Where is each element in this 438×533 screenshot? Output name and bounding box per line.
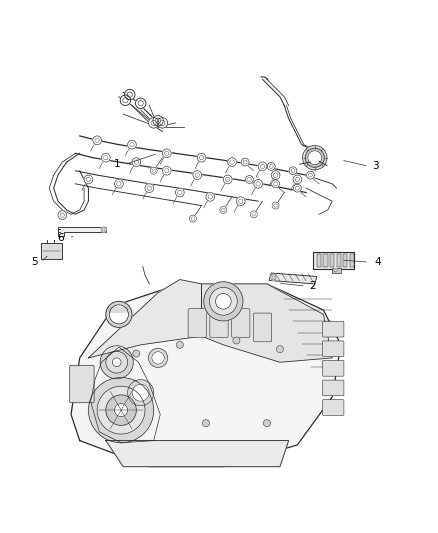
Circle shape: [228, 158, 237, 166]
Circle shape: [102, 154, 110, 162]
Circle shape: [206, 192, 215, 201]
FancyBboxPatch shape: [41, 244, 62, 259]
Polygon shape: [71, 284, 341, 467]
Circle shape: [193, 171, 201, 180]
Circle shape: [133, 350, 140, 357]
Circle shape: [307, 171, 314, 179]
Polygon shape: [58, 228, 106, 236]
Circle shape: [258, 162, 267, 171]
Circle shape: [127, 379, 154, 406]
Circle shape: [289, 167, 297, 175]
Circle shape: [293, 175, 302, 184]
Polygon shape: [201, 284, 332, 362]
Circle shape: [115, 403, 127, 417]
Circle shape: [153, 116, 163, 126]
Circle shape: [233, 337, 240, 344]
FancyBboxPatch shape: [322, 360, 344, 376]
Circle shape: [132, 384, 149, 401]
Circle shape: [271, 171, 280, 180]
Circle shape: [267, 163, 275, 171]
Circle shape: [157, 118, 168, 128]
Circle shape: [120, 95, 131, 106]
Circle shape: [215, 294, 231, 309]
Circle shape: [271, 275, 276, 280]
Circle shape: [148, 118, 159, 128]
Circle shape: [88, 377, 154, 443]
Circle shape: [162, 149, 171, 158]
Circle shape: [148, 349, 168, 367]
Circle shape: [106, 301, 132, 327]
Circle shape: [110, 305, 128, 324]
FancyBboxPatch shape: [322, 321, 344, 337]
Text: 4: 4: [374, 257, 381, 267]
FancyBboxPatch shape: [232, 309, 250, 337]
Circle shape: [162, 166, 171, 175]
FancyBboxPatch shape: [343, 254, 347, 267]
Circle shape: [303, 146, 327, 170]
Text: 2: 2: [309, 281, 316, 291]
Circle shape: [293, 184, 301, 192]
Circle shape: [113, 358, 121, 367]
Circle shape: [93, 136, 102, 144]
Circle shape: [176, 188, 184, 197]
Circle shape: [254, 180, 262, 188]
Circle shape: [152, 352, 164, 364]
Circle shape: [145, 184, 154, 192]
Circle shape: [209, 287, 237, 315]
Circle shape: [115, 180, 123, 188]
Circle shape: [204, 282, 243, 321]
Text: 1: 1: [113, 159, 120, 169]
Circle shape: [272, 180, 279, 188]
FancyBboxPatch shape: [322, 341, 344, 357]
FancyBboxPatch shape: [317, 254, 321, 267]
FancyBboxPatch shape: [188, 309, 206, 337]
Circle shape: [150, 167, 157, 174]
Circle shape: [100, 346, 133, 379]
Polygon shape: [88, 279, 201, 358]
Circle shape: [246, 175, 253, 183]
Circle shape: [202, 419, 209, 426]
FancyBboxPatch shape: [332, 268, 341, 273]
Circle shape: [263, 419, 270, 426]
Circle shape: [308, 151, 322, 165]
Circle shape: [220, 206, 227, 213]
Text: 5: 5: [31, 257, 37, 267]
Circle shape: [58, 211, 67, 220]
Circle shape: [127, 140, 136, 149]
Circle shape: [272, 202, 279, 209]
FancyBboxPatch shape: [323, 254, 328, 267]
Circle shape: [135, 98, 146, 109]
Circle shape: [124, 90, 135, 100]
Circle shape: [237, 197, 245, 206]
Polygon shape: [269, 273, 317, 284]
Text: 6: 6: [57, 233, 64, 243]
Circle shape: [197, 154, 206, 162]
Circle shape: [334, 269, 337, 272]
Circle shape: [305, 148, 324, 167]
Circle shape: [97, 386, 145, 434]
Circle shape: [241, 158, 249, 166]
FancyBboxPatch shape: [210, 309, 228, 337]
Circle shape: [251, 211, 257, 218]
FancyBboxPatch shape: [313, 252, 354, 269]
Circle shape: [132, 158, 141, 166]
Polygon shape: [106, 441, 289, 467]
FancyBboxPatch shape: [336, 254, 341, 267]
Circle shape: [84, 175, 93, 184]
FancyBboxPatch shape: [322, 400, 344, 415]
FancyBboxPatch shape: [350, 254, 354, 267]
FancyBboxPatch shape: [70, 365, 94, 403]
Circle shape: [177, 341, 184, 349]
Circle shape: [276, 346, 283, 353]
Circle shape: [101, 227, 106, 232]
Circle shape: [106, 395, 136, 425]
Circle shape: [223, 175, 232, 184]
Text: 3: 3: [372, 161, 379, 172]
Circle shape: [106, 351, 127, 373]
Circle shape: [189, 215, 196, 222]
FancyBboxPatch shape: [330, 254, 334, 267]
FancyBboxPatch shape: [253, 313, 272, 342]
FancyBboxPatch shape: [322, 380, 344, 396]
